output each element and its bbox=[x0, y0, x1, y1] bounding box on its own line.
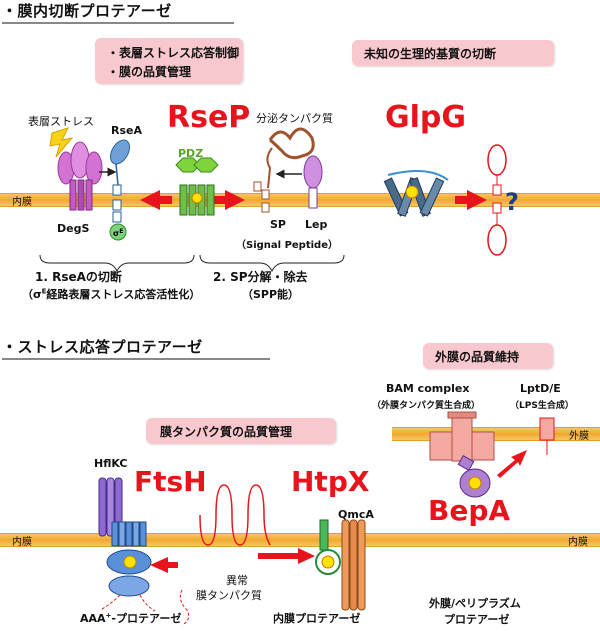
box-rsep-function-2: ・膜の品質管理 bbox=[107, 65, 192, 79]
qmca-protein bbox=[341, 519, 366, 611]
label-surface-stress: 表層ストレス bbox=[28, 115, 94, 128]
box-membrane-protein-quality: 膜タンパク質の品質管理 bbox=[146, 418, 336, 444]
label-abnormal: 異常 bbox=[226, 574, 248, 587]
box-glpg-function: 未知の生理的基質の切断 bbox=[352, 40, 554, 66]
label-lptd: LptD/E bbox=[520, 382, 561, 395]
bam-complex bbox=[429, 411, 495, 462]
label-hflkc: HflKC bbox=[94, 457, 128, 470]
label-signal-peptide: （Signal Peptide） bbox=[236, 240, 338, 251]
caption-sigma-pathway: （σE経路表層ストレス応答活性化） bbox=[22, 287, 201, 301]
label-abnormal-protein: 膜タンパク質 bbox=[196, 589, 262, 602]
label-degs: DegS bbox=[57, 222, 90, 235]
title-ftsh: FtsH bbox=[134, 465, 207, 498]
lightning-icon bbox=[49, 127, 74, 158]
heading-underline bbox=[2, 22, 234, 24]
abnormal-membrane-protein bbox=[199, 484, 271, 546]
box-outer-membrane-quality: 外膜の品質維持 bbox=[423, 343, 553, 369]
lep-protein bbox=[303, 155, 323, 209]
arrow-left-rsep bbox=[140, 190, 172, 210]
label-inner-protease: 内膜プロテアーゼ bbox=[273, 612, 361, 625]
lptd-protein bbox=[539, 417, 555, 455]
arrow-ftsh bbox=[150, 557, 178, 573]
title-glpg: GlpG bbox=[385, 100, 467, 135]
rsep-protease bbox=[175, 157, 219, 216]
label-periplasm-2: プロテアーゼ bbox=[444, 613, 510, 626]
title-htpx: HtpX bbox=[291, 465, 370, 498]
label-secretory-protein: 分泌タンパク質 bbox=[256, 112, 333, 125]
section-heading-stress-response: ・ストレス応答プロテアーゼ bbox=[2, 338, 203, 356]
arrow-glpg bbox=[455, 190, 487, 210]
htpx-protease bbox=[315, 519, 341, 575]
unknown-substrate bbox=[487, 144, 507, 256]
label-inner-membrane-top: 内膜 bbox=[12, 197, 32, 208]
arrow-bepa bbox=[497, 450, 527, 478]
caption-sp-degradation: 2. SP分解・除去 bbox=[213, 270, 308, 284]
degs-protease bbox=[57, 141, 103, 211]
inner-membrane-bottom bbox=[0, 533, 600, 547]
label-inner-membrane-left: 内膜 bbox=[12, 537, 32, 548]
label-lep: Lep bbox=[305, 218, 328, 231]
label-inner-membrane-right: 内膜 bbox=[568, 537, 588, 548]
box-membrane-protein-quality-text: 膜タンパク質の品質管理 bbox=[160, 425, 293, 439]
label-bam-complex: BAM complex bbox=[386, 382, 470, 395]
glpg-protease bbox=[383, 170, 449, 217]
box-outer-membrane-quality-text: 外膜の品質維持 bbox=[435, 350, 520, 364]
box-rsep-functions: ・表層ストレス応答制御 ・膜の品質管理 bbox=[95, 38, 243, 84]
box-rsep-function-1: ・表層ストレス応答制御 bbox=[107, 46, 240, 60]
caption-rsea-cleavage: 1. RseAの切断 bbox=[35, 270, 122, 284]
bepa-protease bbox=[457, 454, 491, 498]
label-rsea: RseA bbox=[111, 124, 142, 137]
label-sp: SP bbox=[270, 218, 286, 231]
arrow-right-rsep bbox=[213, 190, 245, 210]
arrow-htpx bbox=[258, 548, 315, 564]
label-aaa-protease: AAA+-プロテアーゼ bbox=[80, 611, 182, 625]
ftsh-protease bbox=[106, 521, 152, 597]
rsea-protein bbox=[109, 139, 130, 241]
label-lptd-sub: （LPS生合成） bbox=[510, 401, 574, 411]
heading-underline-2 bbox=[2, 358, 270, 360]
label-sigma-e: σE bbox=[113, 228, 123, 238]
label-periplasm-1: 外膜/ペリプラズム bbox=[429, 597, 521, 610]
caption-spp: （SPP能） bbox=[242, 288, 300, 301]
title-rsep: RseP bbox=[167, 100, 251, 135]
secretory-protein bbox=[253, 127, 315, 213]
title-bepa: BepA bbox=[428, 494, 511, 527]
label-qmca: QmcA bbox=[338, 508, 374, 521]
section-heading-intramembrane: ・膜内切断プロテアーゼ bbox=[2, 2, 172, 20]
label-outer-membrane: 外膜 bbox=[569, 431, 589, 442]
box-glpg-function-text: 未知の生理的基質の切断 bbox=[364, 47, 497, 61]
label-bam-sub: （外膜タンパク質生合成） bbox=[372, 401, 481, 411]
label-pdz: PDZ bbox=[178, 147, 204, 160]
label-question: ? bbox=[505, 188, 519, 216]
